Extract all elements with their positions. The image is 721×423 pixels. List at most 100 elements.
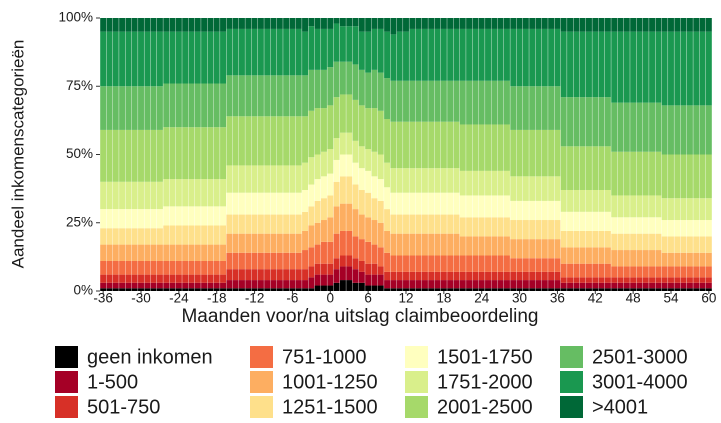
- bar-segment: [403, 288, 409, 291]
- bar-segment: [377, 110, 384, 155]
- bar-segment: [661, 288, 668, 291]
- bar-segment: [390, 271, 397, 281]
- bar-segment: [194, 260, 201, 275]
- bar-segment: [163, 225, 170, 245]
- bar-segment: [201, 31, 208, 84]
- bar-segment: [453, 271, 460, 281]
- bar-segment: [428, 121, 435, 169]
- bar-segment: [699, 288, 706, 291]
- bar-segment: [194, 179, 201, 207]
- bar-segment: [415, 271, 422, 281]
- bar-segment: [238, 18, 245, 29]
- bar-segment: [440, 121, 447, 169]
- bar-segment: [636, 217, 643, 234]
- bar-segment: [346, 230, 353, 256]
- bar-segment: [415, 18, 422, 29]
- bar-segment: [365, 285, 372, 291]
- legend-swatch: [405, 371, 428, 393]
- bar-segment: [611, 282, 618, 289]
- bar-segment: [649, 282, 656, 289]
- bar-segment: [333, 282, 340, 291]
- bar-segment: [529, 271, 536, 281]
- bar-segment: [283, 28, 290, 76]
- legend-label: 2501-3000: [592, 346, 688, 368]
- bar-segment: [201, 282, 208, 289]
- bar-segment: [617, 266, 624, 278]
- x-tick-label: 48: [626, 291, 641, 306]
- bar-segment: [611, 31, 618, 103]
- bar-segment: [327, 105, 334, 150]
- bar-segment: [440, 28, 447, 81]
- bar-segment: [453, 28, 460, 81]
- bar-segment: [567, 230, 574, 248]
- bar-segment: [283, 214, 290, 234]
- bar-segment: [503, 288, 510, 291]
- bar-segment: [232, 269, 239, 281]
- bar-segment: [630, 288, 637, 291]
- bar-segment: [270, 280, 277, 289]
- bar-segment: [485, 124, 491, 171]
- bar-segment: [346, 132, 353, 155]
- bar-segment: [478, 255, 485, 272]
- bar-segment: [327, 263, 334, 275]
- bar-segment: [194, 127, 201, 180]
- bar-segment: [636, 102, 643, 152]
- bar-segment: [270, 28, 277, 76]
- bar-segment: [238, 165, 245, 193]
- bar-segment: [522, 129, 529, 177]
- bar-segment: [365, 192, 372, 218]
- bar-segment: [125, 274, 132, 283]
- bar-segment: [674, 266, 681, 278]
- bar-segment: [516, 258, 523, 272]
- bar-segment: [642, 266, 649, 278]
- bar-segment: [472, 195, 479, 218]
- bar-segment: [686, 282, 693, 289]
- legend-swatch: [250, 371, 273, 393]
- bar-segment: [100, 86, 107, 130]
- bar-segment: [478, 288, 485, 291]
- bar-segment: [680, 31, 687, 106]
- bar-segment: [100, 274, 107, 283]
- bar-segment: [289, 28, 296, 76]
- bar-segment: [623, 31, 630, 103]
- bar-segment: [510, 200, 517, 221]
- bar-segment: [649, 288, 656, 291]
- bar-segment: [327, 195, 334, 218]
- bar-segment: [548, 280, 555, 289]
- bar-segment: [428, 168, 435, 193]
- y-tick-label: 75%: [66, 78, 93, 93]
- bar-segment: [112, 228, 119, 245]
- bar-segment: [567, 97, 574, 147]
- bar-segment: [194, 282, 201, 289]
- bar-segment: [106, 260, 113, 275]
- bar-segment: [447, 192, 454, 215]
- bar-segment: [598, 263, 605, 278]
- bar-segment: [642, 217, 649, 234]
- x-tick-label: -12: [245, 291, 265, 306]
- bar-segment: [289, 288, 296, 291]
- bar-segment: [144, 31, 151, 87]
- bar-segment: [238, 288, 245, 291]
- legend-label: 1001-1250: [282, 371, 378, 393]
- bar-segment: [232, 288, 239, 291]
- bar-segment: [491, 288, 498, 291]
- bar-segment: [112, 31, 119, 87]
- bar-segment: [327, 28, 334, 68]
- bar-segment: [668, 154, 674, 199]
- bar-segment: [415, 233, 422, 256]
- bar-segment: [440, 280, 447, 289]
- bar-segment: [339, 203, 346, 231]
- bar-segment: [668, 220, 674, 237]
- bar-segment: [478, 271, 485, 281]
- bar-segment: [308, 26, 315, 70]
- bar-segment: [560, 146, 567, 190]
- bar-segment: [567, 288, 574, 291]
- bar-segment: [674, 288, 681, 291]
- bar-segment: [390, 192, 397, 215]
- bar-segment: [421, 18, 428, 29]
- bar-segment: [459, 80, 466, 125]
- bar-segment: [693, 31, 700, 106]
- bar-segment: [491, 271, 498, 281]
- bar-segment: [201, 274, 208, 283]
- bar-segment: [636, 288, 643, 291]
